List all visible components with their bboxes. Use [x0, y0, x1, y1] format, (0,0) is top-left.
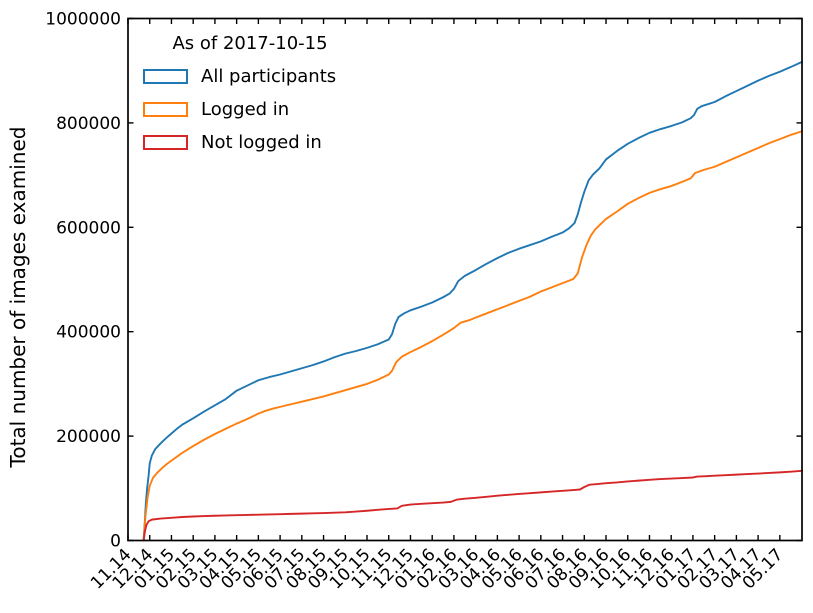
legend-swatch-all-participants: [143, 69, 188, 84]
legend-label-all-participants: All participants: [201, 66, 337, 87]
legend-swatch-not-logged-in: [143, 135, 188, 150]
y-tick-label: 1000000: [45, 10, 121, 30]
legend-label-logged-in: Logged in: [201, 99, 290, 120]
axes-frame: [127, 17, 803, 542]
legend-label-not-logged-in: Not logged in: [201, 132, 322, 153]
legend: As of 2017-10-15 All participants Logged…: [143, 27, 357, 159]
legend-item-all-participants: All participants: [143, 60, 357, 93]
series-line-logged-in: [142, 130, 803, 542]
y-axis-label: Total number of images examined: [6, 126, 30, 468]
legend-title: As of 2017-10-15: [172, 33, 328, 54]
legend-item-logged-in: Logged in: [143, 93, 357, 126]
y-tick-label: 600000: [56, 218, 121, 238]
series-line-all-participants: [142, 60, 803, 542]
legend-item-not-logged-in: Not logged in: [143, 126, 357, 159]
y-tick-label: 800000: [56, 114, 121, 134]
y-tick-label: 0: [110, 532, 121, 552]
legend-swatch-logged-in: [143, 102, 188, 117]
y-tick-label: 400000: [56, 323, 121, 343]
y-tick-label: 200000: [56, 427, 121, 447]
series-line-not-logged-in: [142, 469, 803, 542]
